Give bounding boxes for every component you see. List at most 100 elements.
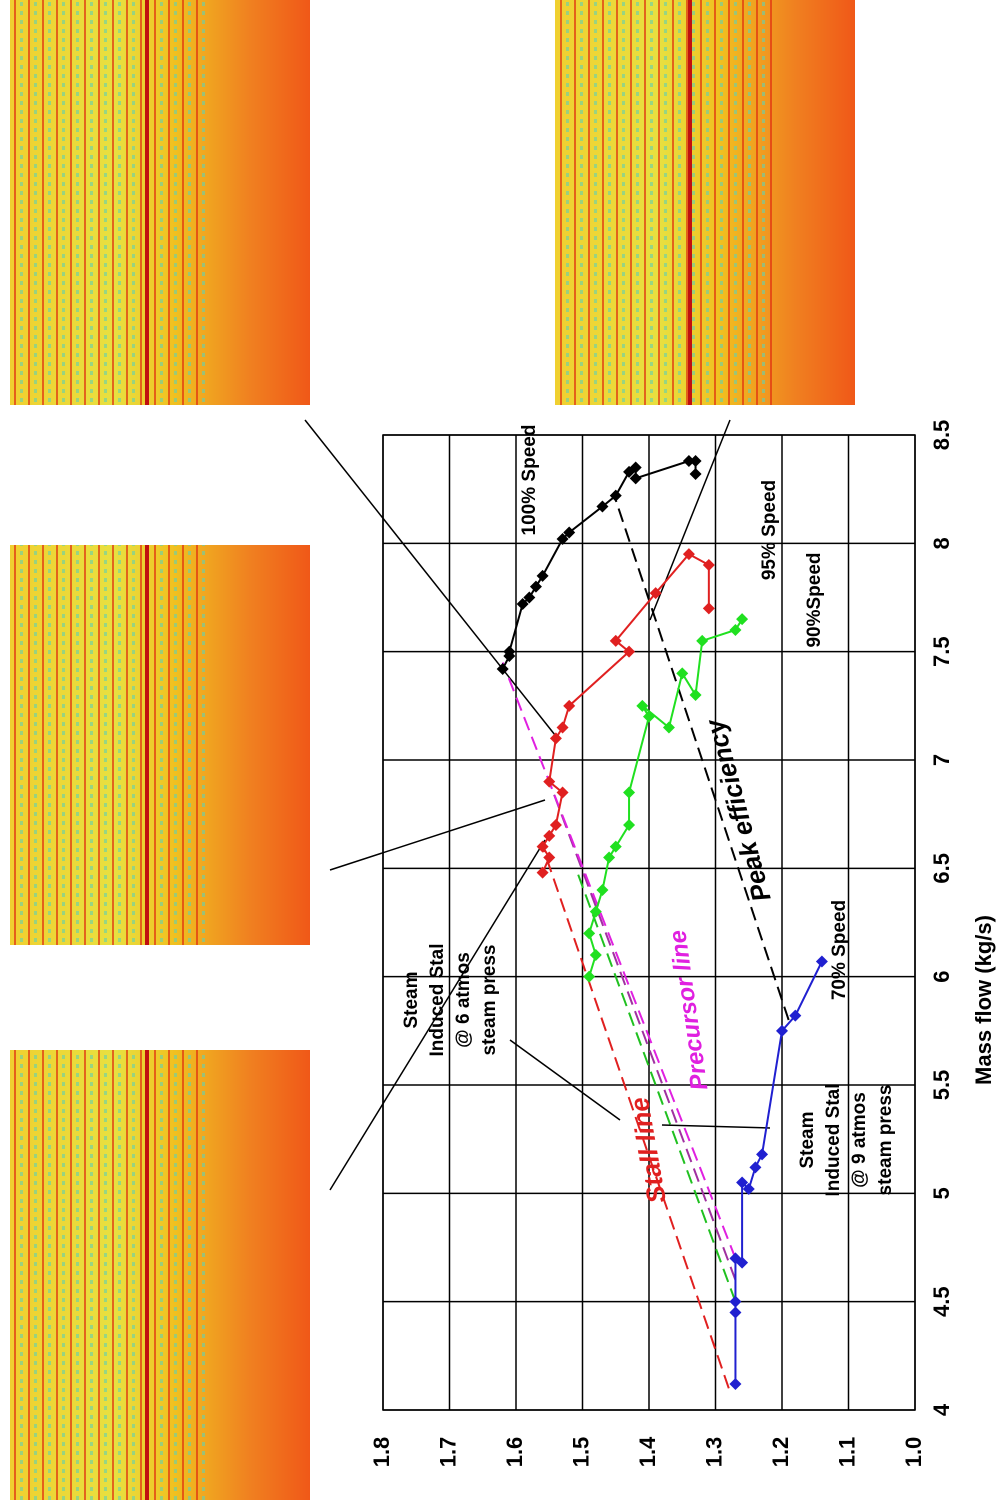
marker [689,689,702,701]
fit-line [734,961,823,1384]
reference-line [614,499,790,1021]
series-label: 100% Speed [519,425,540,536]
x-tick-label: 5 [929,1187,954,1199]
marker [589,905,602,918]
heatmap [10,1050,310,1500]
marker [636,699,649,712]
marker [503,645,516,658]
marker [523,591,536,604]
x-tick-label: 7 [929,754,954,766]
arrows [304,419,771,1191]
y-tick-label: 1.0 [901,1437,926,1468]
heatmap [10,0,310,405]
marker [696,634,709,647]
marker [729,1306,742,1319]
marker [536,569,549,582]
x-tick-label: 5.5 [929,1070,954,1101]
marker [736,613,749,626]
marker [629,461,642,474]
x-axis-title: Mass flow (kg/s) [971,915,996,1085]
y-tick-label: 1.5 [568,1437,593,1468]
series-label: 90%Speed [804,552,825,647]
marker [662,721,675,734]
marker [516,598,529,610]
marker [729,1378,742,1390]
x-tick-label: 4 [929,1403,954,1416]
marker [583,970,596,983]
marker [643,710,655,723]
marker [603,851,616,864]
y-tick-label: 1.6 [502,1437,527,1468]
annotation: Steam [401,971,422,1028]
y-tick-label: 1.8 [369,1437,394,1468]
marker [609,840,622,853]
reference-line [574,867,737,1303]
marker [556,533,569,545]
y-tick-label: 1.4 [635,1436,660,1467]
series-label: 95% Speed [759,480,780,580]
marker [749,1161,762,1174]
marker [609,489,622,502]
annotation: Steam [797,1111,818,1168]
marker [682,548,695,561]
line-label: Precursor line [664,928,713,1092]
marker [556,721,569,734]
y-tick-label: 1.3 [701,1437,726,1468]
annotation: Induced Stal [427,944,448,1057]
chart: 4 4.5 5 5.5 6 6.5 7 7.5 8 8.5 1.0 1.1 1.2 1.3 1.4 1.5 1.… [369,420,996,1468]
marker [736,1176,749,1189]
annotation: steam press [875,1085,896,1196]
annotation: @ 9 atmos [849,1092,870,1188]
marker [682,455,695,467]
marker [536,866,549,879]
marker [702,559,715,571]
marker [549,732,562,745]
annotation: @ 6 atmos [453,952,474,1048]
reference-line [501,662,737,1259]
x-tick-label: 4.5 [929,1286,954,1317]
marker [543,829,556,842]
marker [623,786,636,799]
marker [556,786,569,799]
line-label: Peak efficiency [699,715,777,905]
marker [742,1183,755,1195]
marker [589,949,602,961]
marker [596,500,609,513]
marker [496,663,509,675]
marker [649,587,662,600]
marker [815,955,828,968]
x-tick-label: 8.5 [929,420,954,451]
marker [583,927,596,940]
marker [536,840,549,853]
marker [529,580,542,593]
heatmap [10,545,310,945]
marker [609,634,622,647]
marker [543,775,556,788]
marker [563,699,576,712]
marker [676,667,689,680]
annotation: steam press [479,945,500,1056]
x-tick-label: 8 [929,537,954,549]
marker [729,624,742,636]
marker [756,1148,769,1161]
series-label: 70% Speed [829,900,850,1000]
fit-line [541,552,710,874]
marker [689,455,702,467]
marker [623,645,636,658]
y-tick-label: 1.1 [834,1437,859,1468]
marker [702,602,715,615]
marker [689,468,702,480]
marker [623,819,636,831]
marker [729,1295,742,1308]
reference-line [541,846,730,1389]
y-tick-label: 1.7 [435,1437,460,1468]
marker [596,884,609,896]
heatmaps [10,0,855,1500]
marker [549,819,562,831]
reference-line [548,781,737,1281]
heatmap [555,0,855,405]
annotation: Induced Stal [823,1084,844,1197]
marker [563,526,576,539]
x-tick-label: 6 [929,971,954,983]
